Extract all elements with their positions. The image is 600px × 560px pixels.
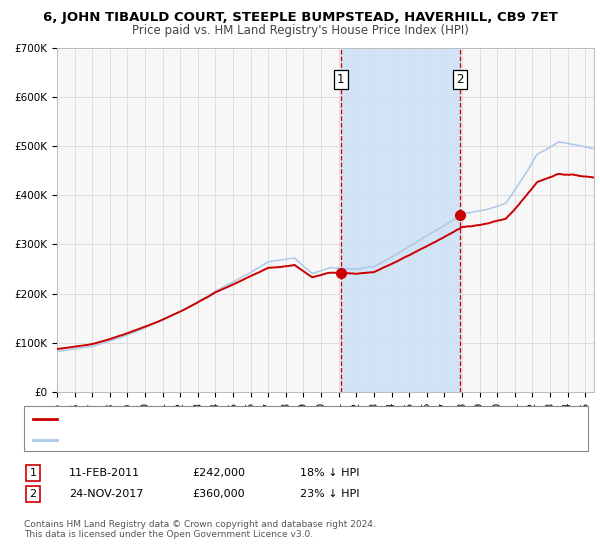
Text: 18% ↓ HPI: 18% ↓ HPI: [300, 468, 359, 478]
Text: Price paid vs. HM Land Registry's House Price Index (HPI): Price paid vs. HM Land Registry's House …: [131, 24, 469, 36]
Text: 2: 2: [457, 73, 464, 86]
Text: 2: 2: [29, 489, 37, 499]
Text: 6, JOHN TIBAULD COURT, STEEPLE BUMPSTEAD, HAVERHILL, CB9 7ET: 6, JOHN TIBAULD COURT, STEEPLE BUMPSTEAD…: [43, 11, 557, 24]
Text: HPI: Average price, detached house, Braintree: HPI: Average price, detached house, Brai…: [64, 435, 322, 445]
Text: £242,000: £242,000: [192, 468, 245, 478]
Text: Contains HM Land Registry data © Crown copyright and database right 2024.
This d: Contains HM Land Registry data © Crown c…: [24, 520, 376, 539]
Text: 6, JOHN TIBAULD COURT, STEEPLE BUMPSTEAD, HAVERHILL, CB9 7ET (detached house): 6, JOHN TIBAULD COURT, STEEPLE BUMPSTEAD…: [64, 413, 553, 423]
Text: 24-NOV-2017: 24-NOV-2017: [69, 489, 143, 499]
Text: 1: 1: [29, 468, 37, 478]
Text: 23% ↓ HPI: 23% ↓ HPI: [300, 489, 359, 499]
Text: 11-FEB-2011: 11-FEB-2011: [69, 468, 140, 478]
Text: £360,000: £360,000: [192, 489, 245, 499]
Text: 1: 1: [337, 73, 344, 86]
Bar: [341, 48, 460, 392]
